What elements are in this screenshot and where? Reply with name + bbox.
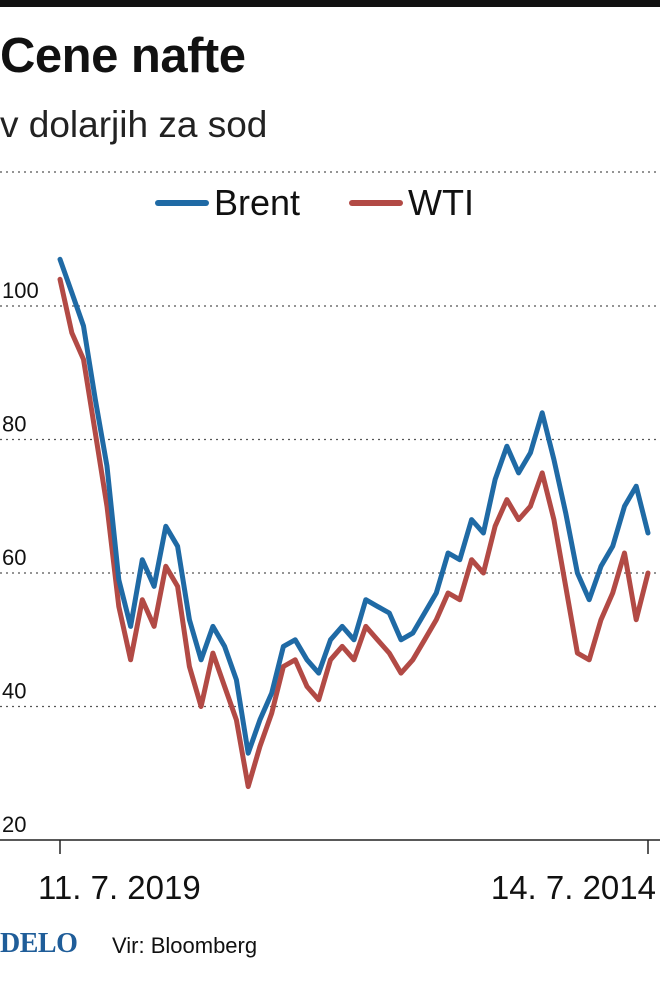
series-line-brent xyxy=(57,256,651,756)
series-lines xyxy=(57,256,651,790)
y-tick-labels: 20 40 60 80 100 xyxy=(2,278,39,837)
line-chart: 20 40 60 80 100 Brent WTI 11. 7. 2019 14. 7. 2… xyxy=(0,171,660,900)
legend-label-brent: Brent xyxy=(214,182,300,223)
legend: Brent WTI xyxy=(155,182,474,223)
chart-title: Cene nafte xyxy=(0,29,246,83)
legend-label-wti: WTI xyxy=(408,182,474,223)
y-tick-80: 80 xyxy=(2,412,26,437)
source-note: Vir: Bloomberg xyxy=(112,933,258,958)
grid-lines xyxy=(0,171,660,708)
series-line-wti xyxy=(57,276,651,790)
x-label-end: 14. 7. 2014 xyxy=(491,869,656,900)
x-label-start: 11. 7. 2019 xyxy=(38,869,201,900)
y-tick-60: 60 xyxy=(2,545,26,570)
y-tick-100: 100 xyxy=(2,278,39,303)
top-rule xyxy=(0,0,660,7)
chart-subtitle: v dolarjih za sod xyxy=(0,104,268,145)
y-tick-40: 40 xyxy=(2,679,26,704)
x-axis: 11. 7. 2019 14. 7. 2014 xyxy=(0,839,660,900)
y-tick-20: 20 xyxy=(2,812,26,837)
delo-logo: DELO xyxy=(0,928,78,959)
